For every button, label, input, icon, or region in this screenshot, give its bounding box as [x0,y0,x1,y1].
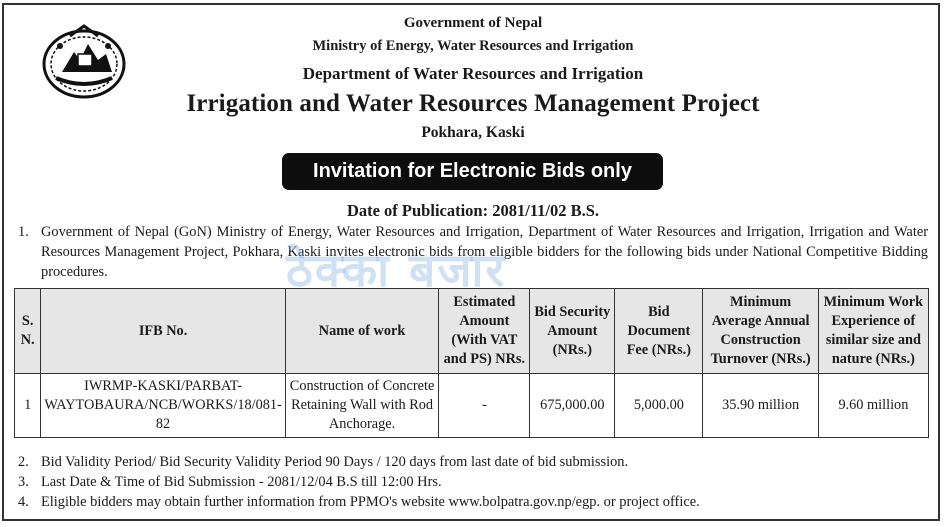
intro-paragraph: 1. Government of Nepal (GoN) Ministry of… [18,222,928,282]
cell-sn: 1 [13,373,42,438]
cell-name-of-work: Construction of Concrete Retaining Wall … [284,373,440,438]
list-item: 3. Last Date & Time of Bid Submission - … [18,472,928,492]
note-text: Bid Validity Period/ Bid Security Validi… [41,454,629,470]
list-item: 4. Eligible bidders may obtain further i… [18,492,928,512]
notice-border [2,3,940,521]
header-bid-security: Bid Security Amount (NRs.) [529,288,616,374]
government-name: Government of Nepal [403,15,543,31]
header-sn: S. N. [13,288,42,374]
project-location: Pokhara, Kaski [421,124,525,141]
note-number: 3. [18,474,29,490]
bids-table: S. N. IFB No. Name of work Estimated Amo… [13,288,930,438]
header-experience: Minimum Work Experience of similar size … [817,288,930,374]
note-text: Last Date & Time of Bid Submission - 208… [41,474,442,490]
cell-turnover: 35.90 million [702,373,819,438]
cell-document-fee: 5,000.00 [614,373,704,438]
publication-date: Date of Publication: 2081/11/02 B.S. [346,201,600,220]
cell-experience: 9.60 million [817,373,930,438]
invitation-banner: Invitation for Electronic Bids only [282,153,663,190]
header-document-fee: Bid Document Fee (NRs.) [614,288,704,374]
header-turnover: Minimum Average Annual Construction Turn… [702,288,819,374]
table-row: 1 IWRMP-KASKI/PARBAT-WAYTOBAURA/NCB/WORK… [13,373,930,438]
ministry-name: Ministry of Energy, Water Resources and … [312,38,634,54]
nepal-government-emblem-icon [42,24,126,99]
department-name: Department of Water Resources and Irriga… [302,64,644,83]
cell-bid-security: 675,000.00 [529,373,616,438]
cell-ifb-no: IWRMP-KASKI/PARBAT-WAYTOBAURA/NCB/WORKS/… [40,373,286,438]
header-estimated-amount: Estimated Amount (With VAT and PS) NRs. [438,288,531,374]
project-title: Irrigation and Water Resources Managemen… [186,90,760,117]
header-name-of-work: Name of work [284,288,440,374]
header-ifb-no: IFB No. [40,288,286,374]
notes-list: 2. Bid Validity Period/ Bid Security Val… [18,452,928,512]
cell-estimated-amount: - [438,373,531,438]
table-header-row: S. N. IFB No. Name of work Estimated Amo… [13,288,930,374]
list-item: 2. Bid Validity Period/ Bid Security Val… [18,452,928,472]
intro-number: 1. [18,224,29,240]
note-number: 4. [18,494,29,510]
note-number: 2. [18,454,29,470]
intro-text: Government of Nepal (GoN) Ministry of En… [41,224,928,280]
note-text: Eligible bidders may obtain further info… [41,494,700,510]
